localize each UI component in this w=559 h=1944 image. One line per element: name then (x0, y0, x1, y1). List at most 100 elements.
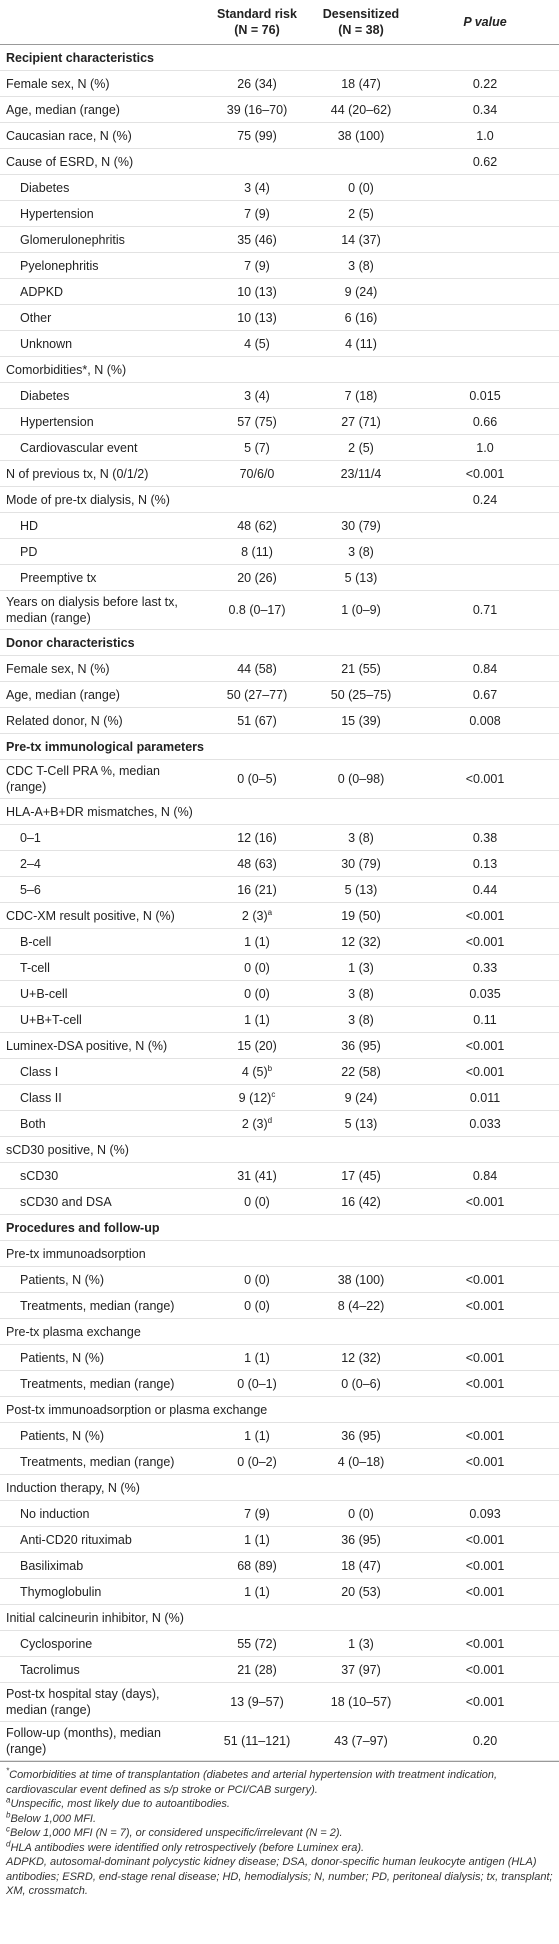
cell-text: 9 (24) (344, 1090, 378, 1105)
cell-text: <0.001 (465, 772, 505, 786)
table-row: sCD30 positive, N (%) (0, 1136, 559, 1163)
cell-text: Cyclosporine (20, 1636, 93, 1651)
header-text: P value (463, 15, 507, 29)
value-cell: 5 (13) (311, 564, 411, 591)
value-cell: 30 (79) (311, 512, 411, 539)
cell-text: 48 (62) (237, 518, 277, 533)
cell-text: 18 (47) (341, 76, 381, 91)
value-cell: 0.33 (411, 954, 559, 981)
value-cell: 0.71 (411, 590, 559, 630)
cell-text: 30 (79) (341, 518, 381, 533)
cell-text: 12 (32) (341, 1350, 381, 1365)
cell-text: 4 (5) (241, 1064, 268, 1079)
cell-text: 2 (5) (348, 206, 374, 221)
value-cell: 48 (62) (203, 512, 311, 539)
label-cell: HD (0, 512, 203, 539)
value-cell: 37 (97) (311, 1656, 411, 1683)
value-cell: 21 (55) (311, 655, 411, 682)
section-title: Pre-tx immunological parameters (0, 733, 559, 760)
cell-text: 3 (4) (244, 388, 270, 403)
cell-text: Both (20, 1116, 46, 1131)
cell-text: 36 (95) (341, 1038, 381, 1053)
value-cell: 51 (67) (203, 707, 311, 734)
cell-text: Preemptive tx (20, 570, 97, 585)
value-cell: 14 (37) (311, 226, 411, 253)
cell-text: 15 (20) (237, 1038, 277, 1053)
value-cell: 38 (100) (311, 1266, 411, 1293)
label-cell: 0–1 (0, 824, 203, 851)
value-cell: 7 (9) (203, 1500, 311, 1527)
cell-text: <0.001 (465, 1558, 505, 1573)
label-cell: Female sex, N (%) (0, 655, 203, 682)
table-row: N of previous tx, N (0/1/2) 70/6/0 23/11/4… (0, 460, 559, 487)
value-cell: 0.13 (411, 850, 559, 877)
value-cell: <0.001 (411, 1526, 559, 1553)
value-cell (411, 330, 559, 357)
label-cell: Treatments, median (range) (0, 1292, 203, 1319)
value-cell: 0.84 (411, 655, 559, 682)
cell-text: 0.33 (472, 960, 498, 975)
cell-text: 0.033 (469, 1116, 501, 1131)
cell-text: 1 (3) (348, 1636, 374, 1651)
value-cell: 0 (0) (203, 954, 311, 981)
value-cell: 15 (39) (311, 707, 411, 734)
cell-text: <0.001 (465, 1636, 505, 1651)
value-cell: <0.001 (411, 1656, 559, 1683)
cell-text: 16 (21) (237, 882, 277, 897)
cell-text: T-cell (20, 960, 50, 975)
value-cell: 0.67 (411, 681, 559, 708)
value-cell: 0 (0) (311, 1500, 411, 1527)
value-cell: 31 (41) (203, 1162, 311, 1189)
footnote-mark: c (271, 1089, 276, 1099)
table-row: T-cell 0 (0) 1 (3) 0.33 (0, 954, 559, 981)
cell-text: 0.20 (472, 1734, 498, 1748)
table-row: Post-tx hospital stay (days), median (ra… (0, 1682, 559, 1722)
cell-text: 0 (0–5) (237, 772, 277, 786)
value-cell: 3 (4) (203, 382, 311, 409)
footnote-mark: b (6, 1809, 11, 1819)
cell-text: 0 (0–98) (337, 772, 385, 786)
value-cell: 4 (11) (311, 330, 411, 357)
cell-text: 17 (45) (341, 1168, 381, 1183)
value-cell: <0.001 (411, 1344, 559, 1371)
cell-text: 5–6 (20, 882, 41, 897)
value-cell: 0.38 (411, 824, 559, 851)
label-cell: Thymoglobulin (0, 1578, 203, 1605)
cell-text: 3 (8) (348, 1012, 374, 1027)
value-cell: 12 (32) (311, 928, 411, 955)
section-row: Recipient characteristics (0, 44, 559, 71)
value-cell: 4 (5)b (203, 1058, 311, 1085)
value-cell: 1 (3) (311, 1630, 411, 1657)
cell-text: 57 (75) (237, 414, 277, 429)
footnote-mark: a (6, 1795, 11, 1805)
cell-text: 0 (0) (244, 1298, 270, 1313)
cell-text: 0 (0–1) (237, 1376, 277, 1391)
table-row: sCD30 31 (41) 17 (45) 0.84 (0, 1162, 559, 1189)
table-row: Basiliximab 68 (89) 18 (47) <0.001 (0, 1552, 559, 1579)
footnote-text: Comorbidities at time of transplantation… (6, 1769, 498, 1796)
label-cell: Treatments, median (range) (0, 1370, 203, 1397)
cell-text: Treatments, median (range) (20, 1454, 175, 1469)
cell-text: 21 (55) (341, 661, 381, 676)
cell-text: 7 (9) (244, 258, 270, 273)
cell-text: 1 (1) (244, 1012, 270, 1027)
value-cell: 21 (28) (203, 1656, 311, 1683)
value-cell: 0 (0) (203, 980, 311, 1007)
cell-text: 51 (11–121) (223, 1734, 291, 1748)
table-header: Standard risk (N = 76) Desensitized (N = 38… (0, 0, 559, 45)
value-cell: <0.001 (411, 759, 559, 799)
cell-text: 55 (72) (237, 1636, 277, 1651)
value-cell: 3 (8) (311, 980, 411, 1007)
value-cell (411, 252, 559, 279)
cell-text: 38 (100) (337, 128, 385, 143)
value-cell: 1 (0–9) (311, 590, 411, 630)
cell-text: Post-tx immunoadsorption or plasma excha… (6, 1402, 268, 1417)
value-cell: 17 (45) (311, 1162, 411, 1189)
value-cell: 8 (4–22) (311, 1292, 411, 1319)
table-row: 0–1 12 (16) 3 (8) 0.38 (0, 824, 559, 851)
cell-text: 50 (27–77) (226, 687, 288, 702)
footnotes: *Comorbidities at time of transplantatio… (0, 1761, 559, 1899)
value-cell: 5 (13) (311, 1110, 411, 1137)
cell-text: Female sex, N (%) (6, 661, 110, 676)
value-cell: <0.001 (411, 1292, 559, 1319)
